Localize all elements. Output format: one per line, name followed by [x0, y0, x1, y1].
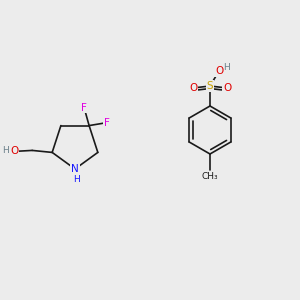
Text: O: O: [10, 146, 18, 156]
Text: O: O: [223, 83, 231, 93]
Text: H: H: [224, 62, 230, 71]
Text: F: F: [104, 118, 110, 128]
Text: CH₃: CH₃: [202, 172, 218, 181]
Text: H: H: [73, 176, 80, 184]
Text: F: F: [81, 103, 87, 112]
Text: O: O: [189, 83, 197, 93]
Text: H: H: [2, 146, 8, 155]
Text: O: O: [215, 66, 223, 76]
Text: N: N: [71, 164, 79, 174]
Text: S: S: [207, 81, 213, 91]
